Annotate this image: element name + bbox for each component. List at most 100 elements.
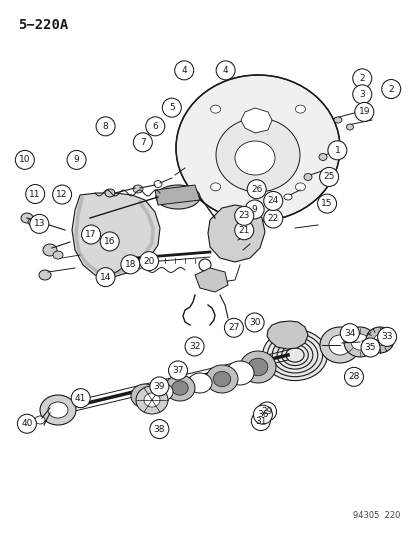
Circle shape xyxy=(162,98,181,117)
Circle shape xyxy=(168,361,187,380)
Ellipse shape xyxy=(279,328,295,342)
Ellipse shape xyxy=(240,351,275,383)
Text: 4: 4 xyxy=(181,66,187,75)
Polygon shape xyxy=(207,205,264,262)
Ellipse shape xyxy=(136,386,168,414)
Text: 40: 40 xyxy=(21,419,33,428)
Ellipse shape xyxy=(346,124,353,130)
Circle shape xyxy=(121,255,140,274)
Ellipse shape xyxy=(318,154,326,160)
Ellipse shape xyxy=(213,372,230,387)
Text: 34: 34 xyxy=(343,329,355,337)
Ellipse shape xyxy=(133,185,142,193)
Text: 18: 18 xyxy=(124,260,136,269)
Text: 1: 1 xyxy=(334,146,339,155)
Text: 3: 3 xyxy=(358,90,364,99)
Ellipse shape xyxy=(53,251,63,259)
Circle shape xyxy=(71,389,90,408)
Ellipse shape xyxy=(43,244,57,256)
Ellipse shape xyxy=(319,327,359,363)
Ellipse shape xyxy=(295,183,305,191)
Polygon shape xyxy=(240,108,271,133)
Ellipse shape xyxy=(199,259,211,271)
Circle shape xyxy=(17,414,36,433)
Ellipse shape xyxy=(28,219,36,225)
Circle shape xyxy=(100,232,119,251)
Text: 30: 30 xyxy=(248,318,260,327)
Circle shape xyxy=(327,141,346,160)
Text: 10: 10 xyxy=(19,156,31,164)
Text: 8: 8 xyxy=(102,122,108,131)
Circle shape xyxy=(263,191,282,211)
Text: 38: 38 xyxy=(153,425,165,433)
Polygon shape xyxy=(154,185,199,205)
Circle shape xyxy=(360,338,379,357)
Ellipse shape xyxy=(295,105,305,113)
Ellipse shape xyxy=(298,333,304,337)
Circle shape xyxy=(352,85,371,104)
Text: 28: 28 xyxy=(347,373,359,381)
Text: 29: 29 xyxy=(261,407,272,416)
Ellipse shape xyxy=(40,395,76,425)
Text: 15: 15 xyxy=(320,199,332,208)
Text: 7: 7 xyxy=(140,138,145,147)
Polygon shape xyxy=(72,193,159,278)
Text: 39: 39 xyxy=(153,382,165,391)
Circle shape xyxy=(244,313,263,332)
Circle shape xyxy=(344,367,363,386)
Ellipse shape xyxy=(333,117,341,123)
Circle shape xyxy=(150,377,169,396)
Text: 2: 2 xyxy=(387,85,393,93)
Circle shape xyxy=(96,117,115,136)
Circle shape xyxy=(257,402,276,421)
Circle shape xyxy=(263,209,282,228)
Text: 24: 24 xyxy=(267,197,278,205)
Ellipse shape xyxy=(328,335,350,355)
Text: 26: 26 xyxy=(250,185,262,193)
Text: 6: 6 xyxy=(152,122,158,131)
Text: 31: 31 xyxy=(254,417,266,425)
Text: 2: 2 xyxy=(358,74,364,83)
Circle shape xyxy=(26,184,45,204)
Circle shape xyxy=(150,419,169,439)
Circle shape xyxy=(145,117,164,136)
Circle shape xyxy=(224,318,243,337)
Circle shape xyxy=(253,405,272,424)
Text: 41: 41 xyxy=(75,394,86,402)
Ellipse shape xyxy=(225,361,254,385)
Text: 9: 9 xyxy=(74,156,79,164)
Circle shape xyxy=(251,411,270,431)
Ellipse shape xyxy=(144,393,159,407)
Ellipse shape xyxy=(165,375,195,401)
Circle shape xyxy=(377,327,396,346)
Ellipse shape xyxy=(350,334,368,350)
Text: 5: 5 xyxy=(169,103,174,112)
Circle shape xyxy=(354,102,373,122)
Ellipse shape xyxy=(343,327,375,357)
Circle shape xyxy=(234,221,253,240)
Text: 17: 17 xyxy=(85,230,97,239)
Ellipse shape xyxy=(156,185,199,209)
Text: 21: 21 xyxy=(238,226,249,235)
Text: 4: 4 xyxy=(222,66,228,75)
Circle shape xyxy=(30,214,49,233)
Circle shape xyxy=(381,79,400,99)
Text: 11: 11 xyxy=(29,190,41,198)
Text: 94305  220: 94305 220 xyxy=(352,511,399,520)
Circle shape xyxy=(174,61,193,80)
Ellipse shape xyxy=(235,141,274,175)
Circle shape xyxy=(352,69,371,88)
Text: 16: 16 xyxy=(104,237,115,246)
Polygon shape xyxy=(266,321,307,349)
Circle shape xyxy=(96,268,115,287)
Ellipse shape xyxy=(206,365,237,393)
Circle shape xyxy=(319,167,338,187)
Text: 27: 27 xyxy=(228,324,239,332)
Ellipse shape xyxy=(210,105,220,113)
Ellipse shape xyxy=(277,343,283,348)
Circle shape xyxy=(52,185,71,204)
Ellipse shape xyxy=(48,402,68,418)
Text: 37: 37 xyxy=(172,366,183,375)
Text: 22: 22 xyxy=(267,214,278,223)
Ellipse shape xyxy=(35,416,45,424)
